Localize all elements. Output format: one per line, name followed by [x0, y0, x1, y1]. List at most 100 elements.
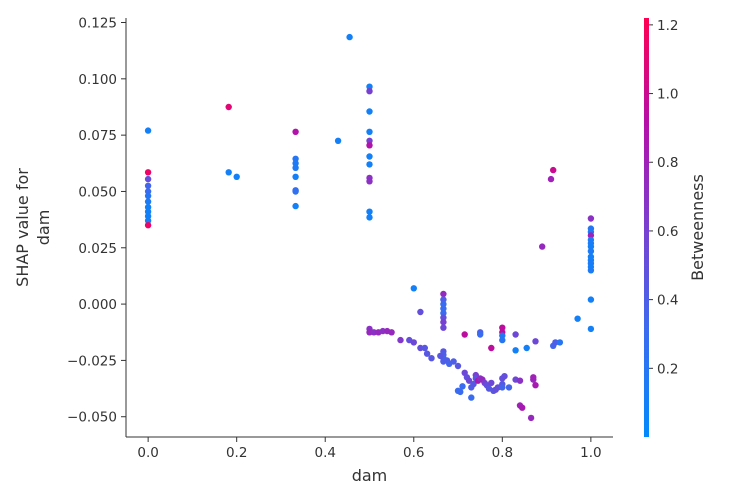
data-point: [587, 267, 595, 274]
data-point: [587, 215, 595, 222]
data-point: [437, 352, 444, 360]
data-point: [532, 382, 539, 389]
data-point: [144, 169, 152, 176]
data-point: [587, 248, 595, 255]
data-point: [454, 362, 462, 370]
data-point: [512, 347, 519, 354]
data-point: [366, 161, 373, 168]
data-point: [144, 198, 152, 205]
data-point: [512, 331, 519, 338]
data-point: [144, 182, 152, 189]
x-tick-label: 1.0: [580, 445, 601, 461]
data-point: [440, 318, 447, 326]
data-point: [225, 169, 232, 176]
data-point: [468, 394, 475, 401]
colorbar-tick-label: 1.2: [657, 18, 678, 34]
data-point: [423, 350, 431, 357]
data-point: [461, 331, 468, 338]
y-tick-label: 0.000: [78, 297, 117, 313]
data-point: [450, 358, 457, 365]
colorbar-tick-label: 0.4: [657, 293, 678, 309]
data-point: [370, 329, 378, 336]
colorbar-tick-label: 0.8: [657, 155, 678, 171]
y-tick-label: −0.025: [67, 353, 117, 369]
colorbar-tick-label: 1.0: [657, 87, 678, 103]
data-point: [366, 128, 373, 135]
colorbar-tick-label: 0.6: [657, 224, 678, 240]
data-point: [527, 414, 535, 422]
data-point: [144, 175, 152, 183]
data-point: [421, 344, 428, 352]
data-point: [292, 188, 299, 195]
data-point: [144, 188, 152, 195]
data-point: [587, 325, 595, 333]
colorbar-tick-label: 0.2: [657, 361, 678, 377]
data-point: [547, 175, 555, 183]
data-point: [470, 380, 477, 388]
data-point: [144, 217, 152, 224]
y-tick-label: 0.075: [78, 128, 117, 144]
data-point: [366, 208, 373, 215]
data-point: [477, 331, 484, 338]
data-point: [440, 324, 447, 331]
data-point: [366, 178, 373, 185]
data-point: [499, 332, 506, 339]
data-point: [366, 153, 373, 160]
axes: 0.0 0.2 0.4 0.6 0.8 1.0 −0.050 −0.025 0.000 0.025…: [67, 16, 613, 461]
data-point: [334, 137, 342, 144]
data-point: [397, 336, 404, 344]
data-point: [225, 103, 232, 111]
data-point: [516, 377, 524, 384]
data-point: [499, 384, 506, 391]
data-point: [499, 324, 506, 331]
data-point: [410, 339, 417, 346]
data-points: [144, 33, 595, 422]
data-point: [519, 404, 526, 411]
data-point: [144, 204, 152, 211]
data-point: [292, 164, 299, 171]
data-point: [574, 315, 581, 322]
data-point: [428, 355, 435, 362]
data-point: [552, 339, 559, 346]
data-point: [440, 290, 447, 298]
data-point: [440, 300, 447, 308]
data-point: [366, 108, 373, 115]
data-point: [292, 202, 299, 210]
data-point: [587, 243, 595, 250]
data-point: [488, 344, 495, 352]
x-tick-label: 0.4: [314, 445, 335, 461]
data-point: [366, 214, 373, 221]
data-point: [530, 374, 537, 381]
data-point: [366, 142, 373, 149]
y-tick-label: 0.025: [78, 241, 117, 257]
data-point: [388, 329, 395, 336]
data-point: [440, 309, 447, 317]
data-point: [494, 384, 502, 391]
data-point: [587, 232, 595, 239]
data-point: [379, 327, 386, 335]
data-point: [440, 305, 447, 312]
data-point: [366, 88, 373, 95]
colorbar-gradient: [644, 18, 649, 437]
data-point: [532, 338, 539, 345]
data-point: [410, 285, 417, 292]
x-tick-label: 0.0: [137, 445, 158, 461]
y-axis-label-line-2: dam: [34, 210, 53, 246]
data-point: [417, 344, 424, 352]
data-point: [505, 384, 513, 391]
data-point: [440, 314, 447, 321]
data-point: [292, 128, 299, 135]
data-point: [539, 243, 546, 250]
data-point: [366, 329, 373, 336]
y-axis-label: SHAP value for dam: [13, 168, 53, 287]
y-axis-label-line-1: SHAP value for: [13, 168, 32, 287]
colorbar: 0.2 0.4 0.6 0.8 1.0 1.2: [644, 18, 678, 437]
data-point: [417, 308, 424, 316]
data-point: [292, 173, 299, 180]
data-point: [501, 373, 508, 380]
x-tick-label: 0.2: [226, 445, 247, 461]
data-point: [292, 160, 299, 167]
data-point: [144, 222, 152, 229]
x-tick-label: 0.8: [492, 445, 513, 461]
